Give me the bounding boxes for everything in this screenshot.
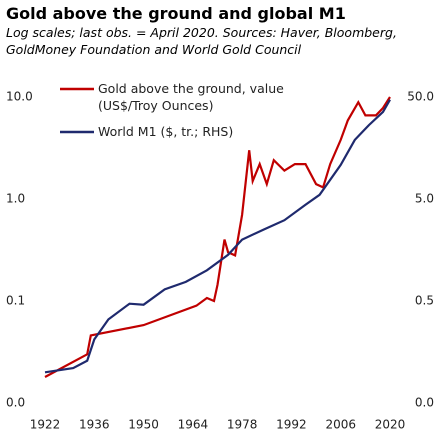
x-tick-label: 1936: [79, 418, 110, 432]
y-tick-label: 10.0: [6, 90, 33, 104]
y-tick-label: 0.1: [6, 294, 25, 308]
y2-tick-label: 0.0: [415, 396, 434, 410]
y-tick-label: 0.0: [6, 396, 25, 410]
x-tick-label: 1922: [30, 418, 61, 432]
x-tick-label: 1950: [128, 418, 159, 432]
chart-subtitle: Log scales; last obs. = April 2020. Sour…: [6, 25, 397, 57]
data-line: [44, 99, 391, 374]
x-tick-label: 2006: [325, 418, 356, 432]
x-tick-label: 1978: [227, 418, 258, 432]
y2-tick-label: 50.0: [407, 90, 434, 104]
legend-label: Gold above the ground, value (US$/Troy O…: [98, 81, 284, 113]
x-tick-label: 2020: [375, 418, 406, 432]
y2-tick-label: 0.5: [415, 294, 434, 308]
x-tick-label: 1992: [276, 418, 307, 432]
legend-label: World M1 ($, tr.; RHS): [98, 124, 234, 139]
y-tick-label: 1.0: [6, 192, 25, 206]
data-line: [44, 96, 391, 378]
x-tick-label: 1964: [178, 418, 209, 432]
chart-title: Gold above the ground and global M1: [6, 4, 346, 23]
y2-tick-label: 5.0: [415, 192, 434, 206]
